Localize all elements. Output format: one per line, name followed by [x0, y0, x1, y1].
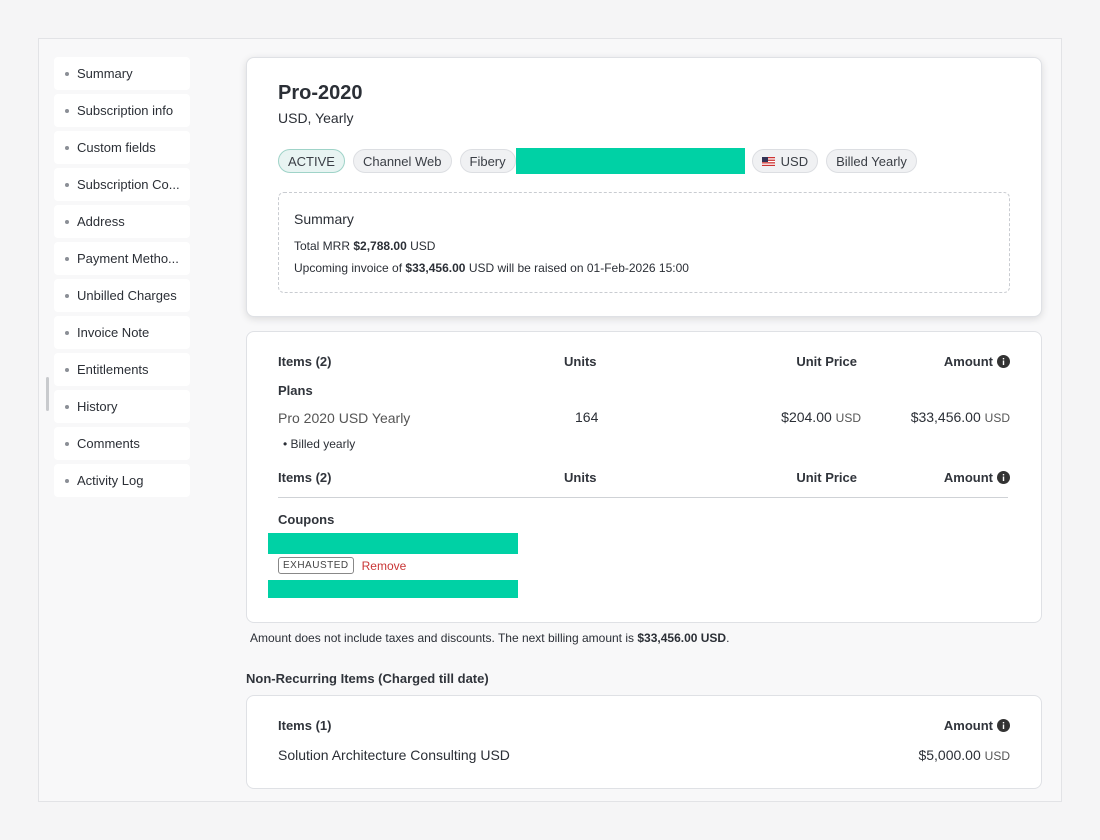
- scroll-indicator: [46, 377, 49, 411]
- sidebar-item[interactable]: Unbilled Charges: [54, 279, 190, 312]
- text: .: [726, 631, 730, 645]
- th: Units: [564, 470, 597, 485]
- redaction: [268, 533, 518, 554]
- item-units: 164: [575, 409, 599, 425]
- section-title: Non-Recurring Items (Charged till date): [246, 671, 489, 686]
- amount: $33,456.00 USD: [637, 631, 727, 645]
- th: Amount: [944, 470, 1010, 485]
- tags: ACTIVE Channel Web Fibery USD Billed Yea…: [278, 148, 925, 174]
- th: Unit Price: [796, 470, 857, 485]
- info-icon[interactable]: [997, 719, 1010, 732]
- sidebar-item[interactable]: Comments: [54, 427, 190, 460]
- tag: ACTIVE: [278, 149, 345, 173]
- amount: $2,788.00: [353, 239, 407, 253]
- text: USD will be raised on 01-Feb-2026 15:00: [468, 261, 689, 275]
- header-card: Pro-2020 USD, Yearly ACTIVE Channel Web …: [246, 57, 1042, 317]
- summary-box: Summary Total MRR $2,788.00 USD Upcoming…: [278, 192, 1010, 293]
- item-name: Solution Architecture Consulting USD: [278, 747, 510, 763]
- tag: Channel Web: [352, 149, 452, 173]
- items-card: Items (2) Units Unit Price Amount Plans …: [246, 331, 1042, 623]
- th: Items (1): [278, 718, 332, 733]
- tag-text: USD: [780, 153, 809, 169]
- item-unit-price: $204.00 USD: [781, 409, 861, 425]
- non-recurring-card: Items (1) Amount Solution Architecture C…: [246, 695, 1042, 789]
- sidebar-item[interactable]: Subscription Co...: [54, 168, 190, 201]
- th-text: Amount: [943, 718, 993, 733]
- remove-link[interactable]: Remove: [361, 558, 407, 573]
- th-text: Amount: [943, 354, 993, 369]
- sidebar-item[interactable]: Subscription info: [54, 94, 190, 127]
- sidebar-item[interactable]: History: [54, 390, 190, 423]
- redaction: [268, 580, 518, 598]
- plan-subtitle: USD, Yearly: [278, 110, 354, 126]
- th: Amount: [944, 354, 1010, 369]
- th: Amount: [944, 718, 1010, 733]
- th-text: Amount: [943, 470, 993, 485]
- coupons-title: Coupons: [278, 512, 335, 527]
- sidebar-item[interactable]: Invoice Note: [54, 316, 190, 349]
- currency: USD: [984, 749, 1010, 763]
- currency: USD: [984, 411, 1010, 425]
- redaction: [515, 148, 745, 174]
- currency: USD: [835, 411, 861, 425]
- sidebar-item[interactable]: Entitlements: [54, 353, 190, 386]
- item-amount: $5,000.00 USD: [918, 747, 1010, 763]
- tag: Fibery: [459, 149, 516, 173]
- note: Billed yearly: [290, 437, 356, 451]
- info-icon[interactable]: [997, 471, 1010, 484]
- sidebar-item[interactable]: Address: [54, 205, 190, 238]
- th: Items (2): [278, 470, 332, 485]
- amount: $33,456.00: [910, 409, 981, 425]
- sidebar-item[interactable]: Payment Metho...: [54, 242, 190, 275]
- label: Total MRR: [294, 239, 351, 253]
- coupon-status: EXHAUSTED Remove: [278, 557, 406, 574]
- tag: USD: [751, 149, 819, 173]
- summary-title: Summary: [294, 211, 354, 227]
- amount: $5,000.00: [918, 747, 981, 763]
- invoice-line: Upcoming invoice of $33,456.00 USD will …: [294, 261, 689, 275]
- amount: $33,456.00: [405, 261, 466, 275]
- label: Upcoming invoice of: [294, 261, 403, 275]
- th: Items (2): [278, 354, 332, 369]
- section-title: Plans: [278, 383, 313, 398]
- sidebar-item[interactable]: Activity Log: [54, 464, 190, 497]
- item-name: Pro 2020 USD Yearly: [278, 410, 411, 426]
- tag: Billed Yearly: [826, 149, 917, 173]
- text: Amount does not include taxes and discou…: [250, 631, 635, 645]
- item-note: • Billed yearly: [283, 437, 356, 451]
- divider: [278, 497, 1008, 498]
- th: Units: [564, 354, 597, 369]
- sidebar-item[interactable]: Custom fields: [54, 131, 190, 164]
- currency: USD: [410, 239, 436, 253]
- info-icon[interactable]: [997, 355, 1010, 368]
- status-badge: EXHAUSTED: [278, 557, 354, 574]
- item-amount: $33,456.00 USD: [911, 409, 1010, 425]
- sidebar-item[interactable]: Summary: [54, 57, 190, 90]
- price: $204.00: [781, 409, 832, 425]
- footnote: Amount does not include taxes and discou…: [250, 631, 729, 645]
- th: Unit Price: [796, 354, 857, 369]
- flag-icon: [761, 156, 775, 166]
- plan-title: Pro-2020: [278, 82, 363, 104]
- mrr-line: Total MRR $2,788.00 USD: [294, 239, 435, 253]
